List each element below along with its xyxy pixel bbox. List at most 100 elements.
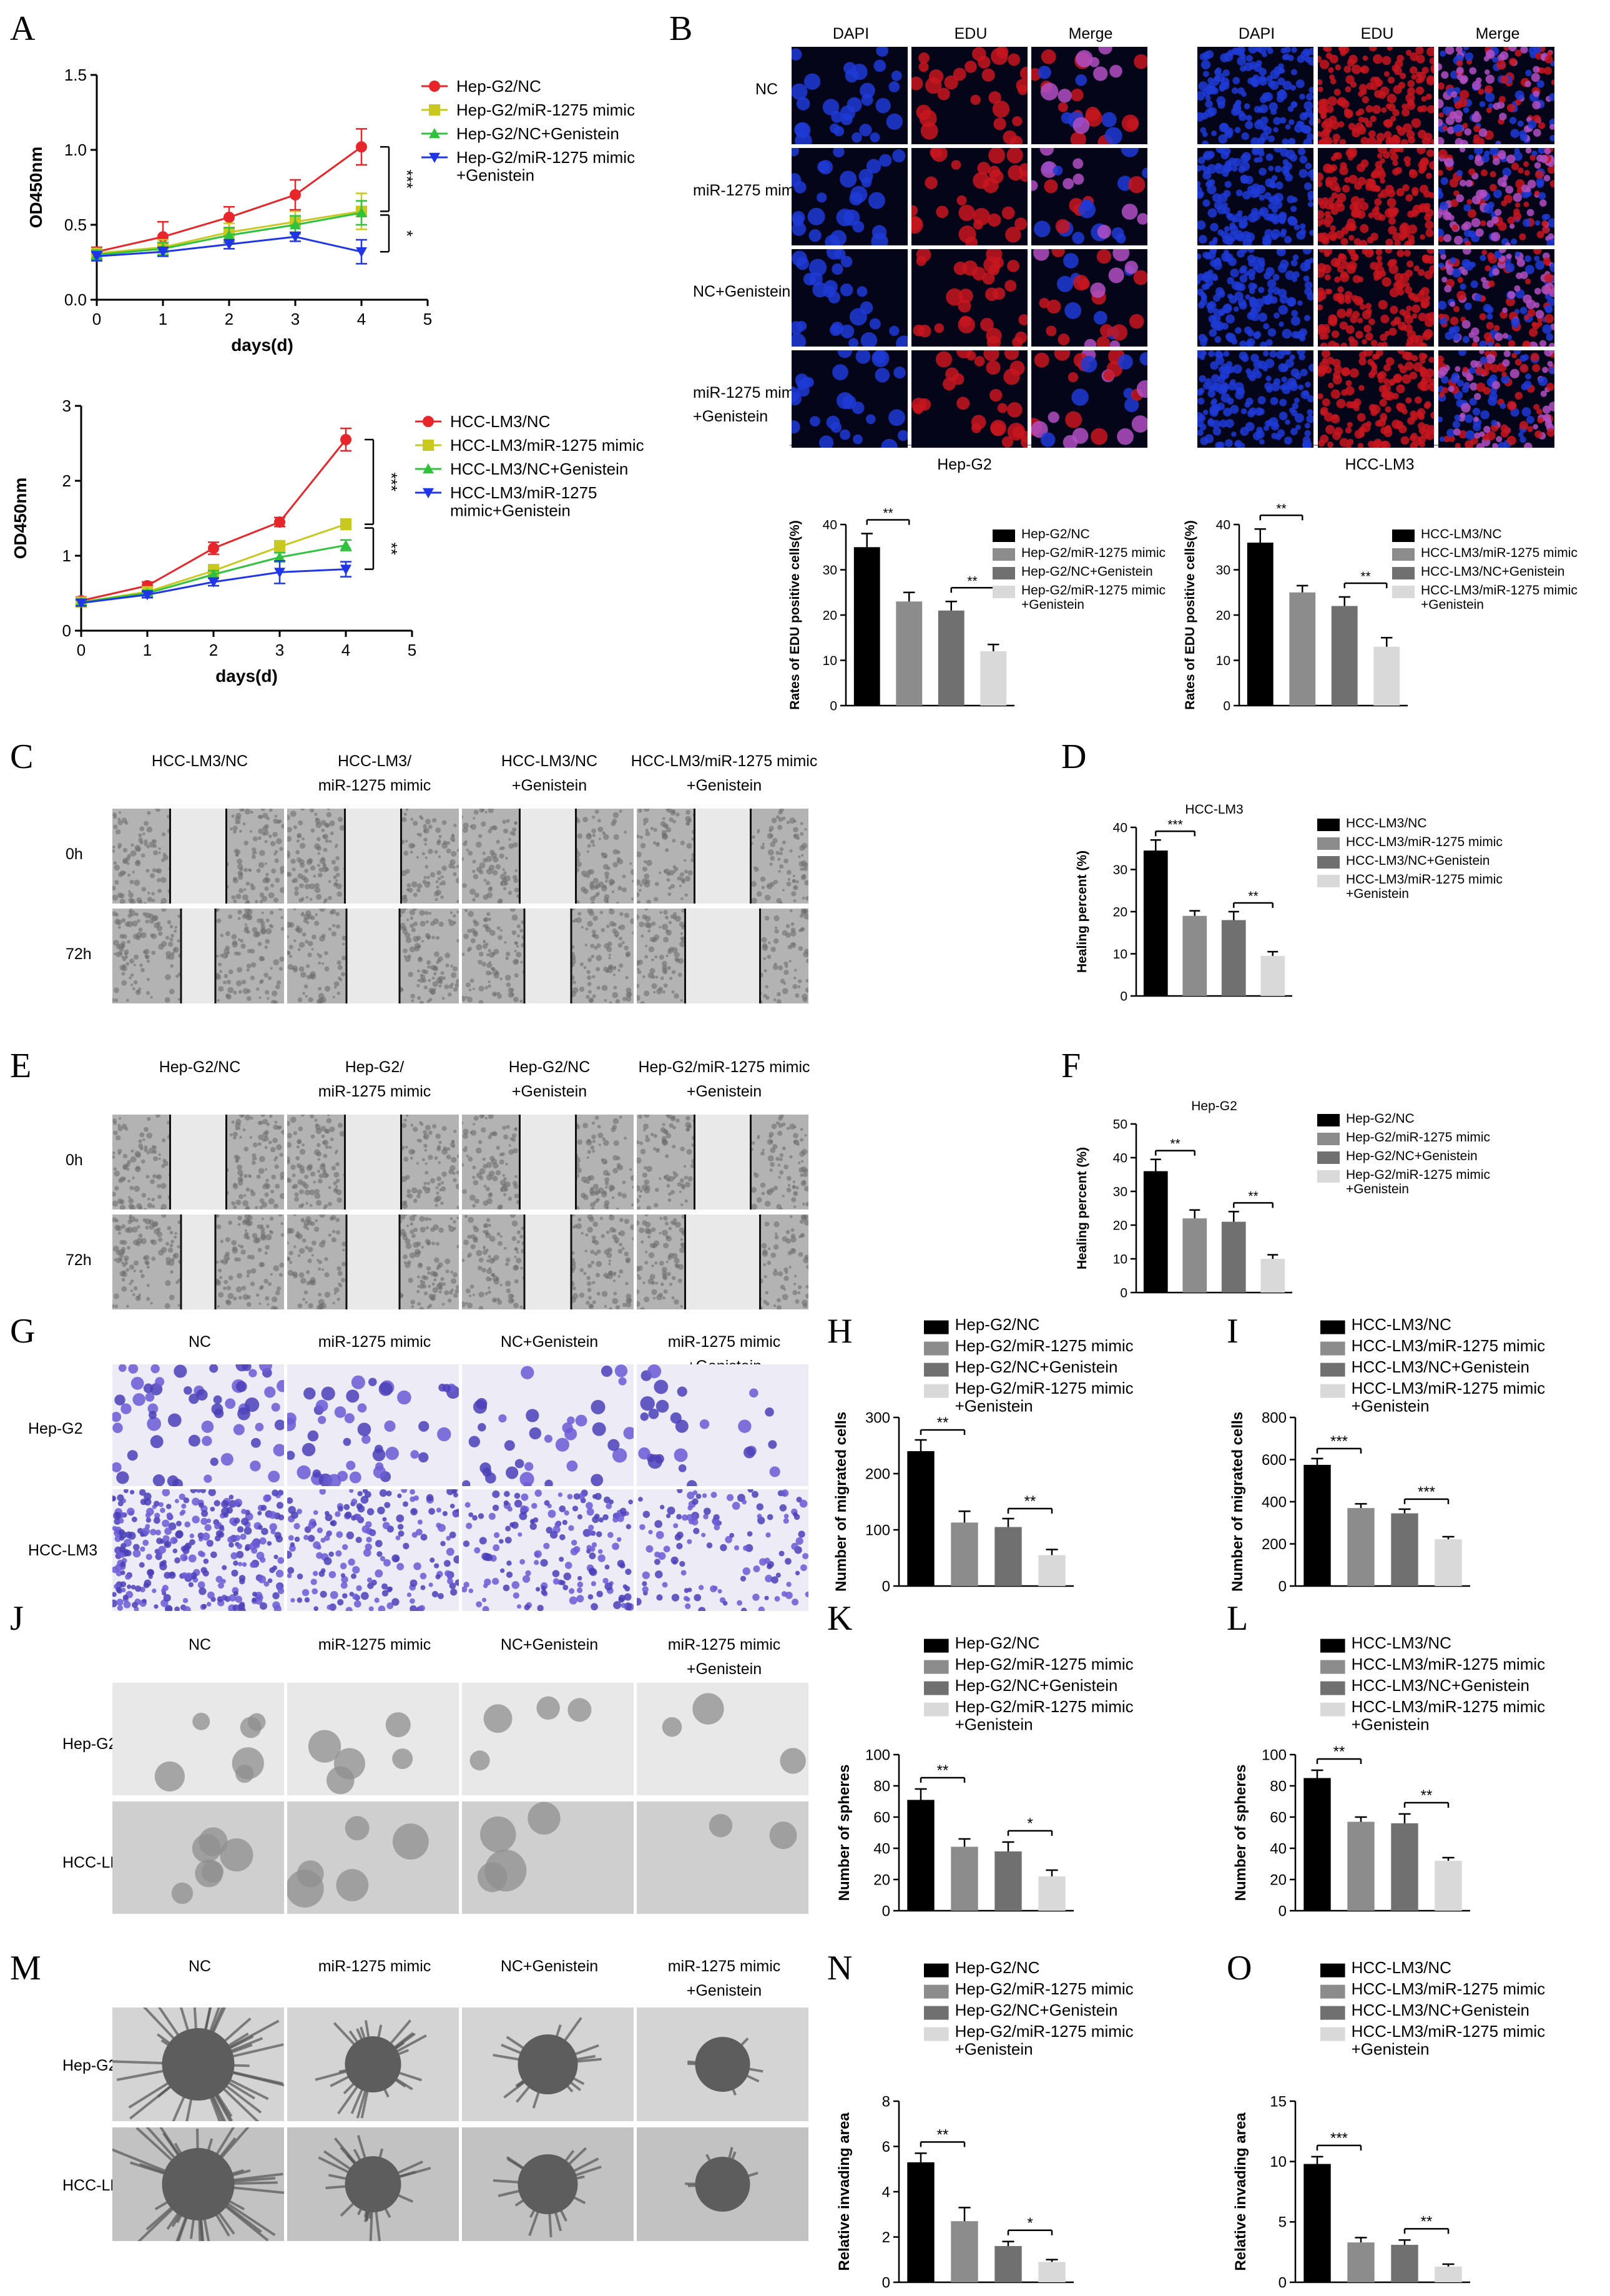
cell [1448, 385, 1455, 392]
cell [453, 1130, 457, 1133]
cell [1197, 180, 1201, 187]
cell [489, 826, 494, 830]
cell [852, 132, 862, 143]
cell [853, 434, 863, 445]
data-point [274, 516, 285, 528]
legend-swatch [1392, 586, 1415, 598]
cell [767, 941, 771, 944]
cell [430, 965, 436, 970]
cell [1450, 317, 1459, 325]
y-tick-label: 10 [1270, 2154, 1287, 2170]
cell [1310, 169, 1313, 176]
cell [410, 817, 414, 821]
cell [1281, 165, 1290, 174]
cell [767, 849, 774, 856]
cell [1335, 230, 1344, 239]
cell [973, 172, 990, 189]
y-axis-label: Number of spheres [1232, 1765, 1249, 1901]
cell [423, 827, 429, 834]
cell [1093, 66, 1108, 81]
cell [1109, 64, 1122, 78]
cell [242, 1200, 249, 1207]
cell [1385, 357, 1395, 366]
cell [646, 899, 652, 904]
cell [1223, 350, 1230, 357]
cell [1362, 55, 1368, 61]
cell [1501, 375, 1510, 384]
legend-swatch [924, 1341, 949, 1356]
cell [411, 927, 416, 932]
cell [1323, 118, 1333, 127]
cell [1438, 235, 1445, 242]
cell [402, 1203, 408, 1210]
cell [1429, 160, 1434, 170]
y-tick-label: 100 [1262, 1747, 1287, 1763]
cell [441, 1186, 446, 1192]
cell [1536, 80, 1544, 88]
cell [1488, 280, 1495, 287]
cell [770, 947, 777, 952]
cell [339, 825, 345, 831]
cell [147, 897, 152, 902]
cell [958, 225, 976, 244]
cell [1320, 342, 1328, 347]
cell [505, 952, 511, 957]
cell [1490, 184, 1497, 192]
edu-micrograph [911, 249, 1028, 347]
cell [1362, 249, 1368, 255]
cell [1462, 367, 1468, 373]
cell [672, 865, 676, 869]
cell [1214, 75, 1220, 82]
cell [275, 877, 280, 883]
cell [469, 1131, 473, 1134]
cell [289, 954, 293, 958]
cell [233, 830, 237, 834]
cell [262, 1138, 266, 1142]
cell [596, 955, 602, 962]
cell [1210, 249, 1217, 255]
cell [1385, 249, 1393, 254]
legend-label: HCC-LM3/NC [1352, 1636, 1451, 1652]
cell [1348, 401, 1356, 409]
cell [265, 862, 268, 865]
cell [1224, 439, 1233, 448]
cell [1461, 223, 1469, 231]
data-point [223, 212, 235, 223]
cell [1304, 287, 1313, 296]
cell [1293, 224, 1300, 230]
cell [586, 850, 589, 853]
cell [1421, 67, 1429, 74]
cell [1538, 376, 1548, 387]
cell [402, 929, 408, 935]
cell [1448, 435, 1455, 442]
cell [248, 868, 252, 872]
cell [1499, 112, 1507, 121]
cell [671, 970, 676, 975]
cell [775, 815, 780, 819]
cell [260, 927, 267, 934]
cell [1352, 275, 1361, 283]
cell [632, 879, 634, 883]
cell [222, 980, 227, 985]
cell [322, 962, 325, 965]
cell [1424, 214, 1431, 222]
cell [1124, 260, 1138, 274]
cell [582, 817, 588, 822]
cell [310, 809, 315, 813]
cell [1518, 167, 1524, 174]
cell [478, 960, 483, 965]
cell [250, 1189, 254, 1193]
cell [1335, 64, 1342, 71]
cell [1053, 165, 1063, 175]
cell [314, 887, 321, 894]
cell [1225, 212, 1232, 219]
cell [466, 849, 469, 852]
legend-label: Hep-G2/miR-1275 mimic +Genistein [1346, 1168, 1490, 1196]
cell [1385, 103, 1392, 109]
cell [416, 1162, 419, 1165]
cell [1523, 442, 1533, 448]
cell [1419, 367, 1426, 374]
cell [124, 955, 129, 959]
cell [336, 891, 343, 897]
y-tick-label: 40 [1216, 518, 1230, 532]
